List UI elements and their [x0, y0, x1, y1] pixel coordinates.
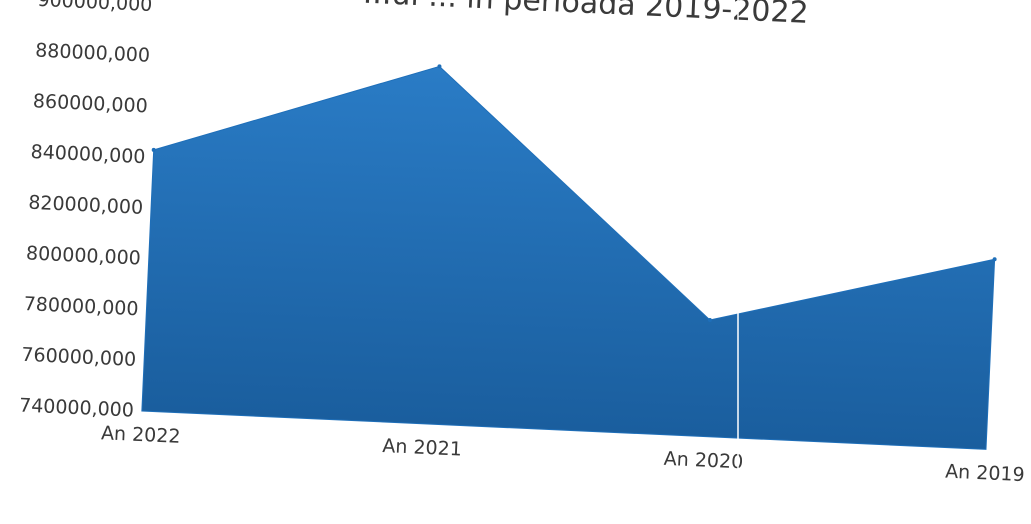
- area-point-an-2021: [437, 64, 442, 69]
- area-point-an-2019: [992, 257, 997, 262]
- y-tick-label: 820000,000: [28, 192, 144, 219]
- y-tick-label: 900000,000: [37, 0, 153, 16]
- y-tick-label: 760000,000: [21, 344, 137, 371]
- y-tick-label: 880000,000: [35, 40, 151, 67]
- area-series-fill: [141, 65, 996, 450]
- x-tick-label: An 2019: [945, 461, 1025, 487]
- area-point-an-2022: [151, 147, 156, 152]
- chart-title: ...ul ... în perioada 2019-2022: [362, 0, 809, 31]
- x-tick-label: An 2021: [382, 435, 462, 461]
- y-tick-label: 860000,000: [32, 90, 148, 117]
- y-tick-label: 800000,000: [26, 242, 142, 269]
- y-tick-label: 740000,000: [19, 394, 135, 421]
- y-tick-label: 780000,000: [23, 293, 139, 320]
- x-tick-label: An 2022: [101, 422, 181, 448]
- x-tick-label: An 2020: [663, 448, 743, 474]
- area-point-an-2020: [707, 317, 712, 322]
- y-tick-label: 840000,000: [30, 141, 146, 168]
